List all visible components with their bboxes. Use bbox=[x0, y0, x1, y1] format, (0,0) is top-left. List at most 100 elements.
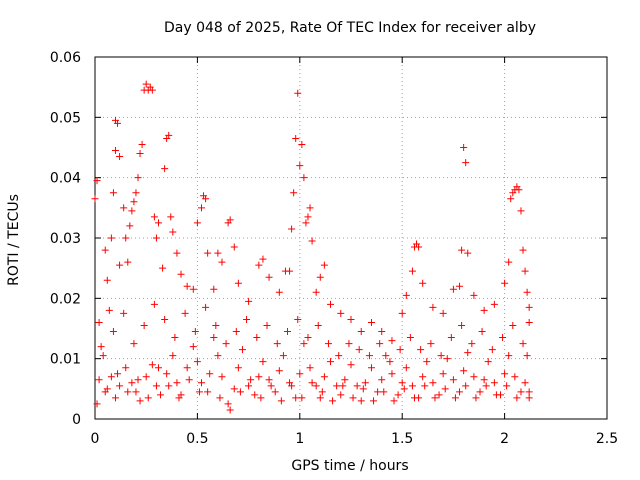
data-point bbox=[122, 364, 130, 372]
data-point bbox=[396, 346, 404, 354]
data-point bbox=[300, 174, 308, 182]
data-point bbox=[511, 373, 519, 381]
data-point bbox=[265, 376, 273, 384]
data-point bbox=[435, 391, 443, 399]
data-point bbox=[464, 349, 472, 357]
data-point bbox=[210, 285, 218, 293]
data-point bbox=[419, 373, 427, 381]
data-point bbox=[177, 270, 185, 278]
data-point bbox=[169, 228, 177, 236]
data-point bbox=[431, 394, 439, 402]
data-point bbox=[329, 397, 337, 405]
data-point bbox=[120, 204, 128, 212]
data-point bbox=[173, 379, 181, 387]
y-axis-label: ROTI / TECUs bbox=[6, 194, 22, 286]
data-point bbox=[359, 385, 367, 393]
data-point bbox=[365, 352, 373, 360]
data-point bbox=[380, 388, 388, 396]
data-point bbox=[478, 328, 486, 336]
data-point bbox=[388, 337, 396, 345]
data-point bbox=[324, 340, 332, 348]
data-point bbox=[105, 306, 113, 314]
data-point bbox=[124, 258, 132, 266]
data-point bbox=[308, 237, 316, 245]
data-point bbox=[189, 343, 197, 351]
data-point bbox=[232, 328, 240, 336]
data-point bbox=[441, 385, 449, 393]
data-point bbox=[245, 382, 253, 390]
data-point bbox=[296, 162, 304, 170]
data-point bbox=[230, 243, 238, 251]
data-point bbox=[408, 267, 416, 275]
data-point bbox=[298, 394, 306, 402]
data-point bbox=[222, 340, 230, 348]
data-point bbox=[132, 189, 140, 197]
y-tick-label: 0.02 bbox=[50, 291, 81, 307]
data-point bbox=[525, 388, 533, 396]
data-point bbox=[251, 391, 259, 399]
data-point bbox=[519, 340, 527, 348]
data-point bbox=[292, 394, 300, 402]
data-point bbox=[525, 303, 533, 311]
data-point bbox=[320, 373, 328, 381]
data-point bbox=[191, 328, 199, 336]
data-point bbox=[451, 394, 459, 402]
data-point bbox=[150, 213, 158, 221]
data-point bbox=[275, 367, 283, 375]
x-tick-label: 0 bbox=[91, 431, 100, 447]
data-point bbox=[101, 246, 109, 254]
data-point bbox=[247, 376, 255, 384]
data-point bbox=[114, 119, 122, 127]
data-point bbox=[218, 373, 226, 381]
data-point bbox=[226, 216, 234, 224]
data-point bbox=[234, 364, 242, 372]
data-point bbox=[230, 385, 238, 393]
data-point bbox=[304, 213, 312, 221]
data-point bbox=[253, 334, 261, 342]
data-point bbox=[490, 300, 498, 308]
data-point bbox=[173, 249, 181, 257]
data-point bbox=[390, 397, 398, 405]
data-point bbox=[439, 309, 447, 317]
data-point bbox=[492, 391, 500, 399]
data-point bbox=[255, 373, 263, 381]
data-point bbox=[159, 264, 167, 272]
data-point bbox=[458, 321, 466, 329]
data-point bbox=[349, 394, 357, 402]
data-point bbox=[128, 379, 136, 387]
data-point bbox=[503, 382, 511, 390]
data-point bbox=[447, 334, 455, 342]
data-point bbox=[462, 159, 470, 167]
data-point bbox=[523, 352, 531, 360]
data-point bbox=[154, 364, 162, 372]
data-point bbox=[259, 358, 267, 366]
data-point bbox=[91, 195, 99, 203]
data-point bbox=[468, 340, 476, 348]
data-point bbox=[183, 282, 191, 290]
data-point bbox=[361, 379, 369, 387]
data-point bbox=[470, 373, 478, 381]
data-point bbox=[136, 150, 144, 158]
data-point bbox=[437, 352, 445, 360]
data-point bbox=[109, 189, 117, 197]
data-point bbox=[193, 358, 201, 366]
data-point bbox=[400, 385, 408, 393]
data-point bbox=[476, 388, 484, 396]
data-point bbox=[134, 376, 142, 384]
data-point bbox=[353, 382, 361, 390]
data-point bbox=[460, 367, 468, 375]
data-point bbox=[449, 376, 457, 384]
data-point bbox=[263, 321, 271, 329]
data-point bbox=[226, 406, 234, 414]
data-point bbox=[488, 346, 496, 354]
data-point bbox=[312, 288, 320, 296]
data-point bbox=[406, 334, 414, 342]
data-point bbox=[273, 340, 281, 348]
data-point bbox=[427, 340, 435, 348]
data-point bbox=[134, 174, 142, 182]
data-point bbox=[398, 379, 406, 387]
data-point bbox=[464, 249, 472, 257]
data-point bbox=[265, 273, 273, 281]
data-point bbox=[130, 198, 138, 206]
data-point bbox=[499, 334, 507, 342]
